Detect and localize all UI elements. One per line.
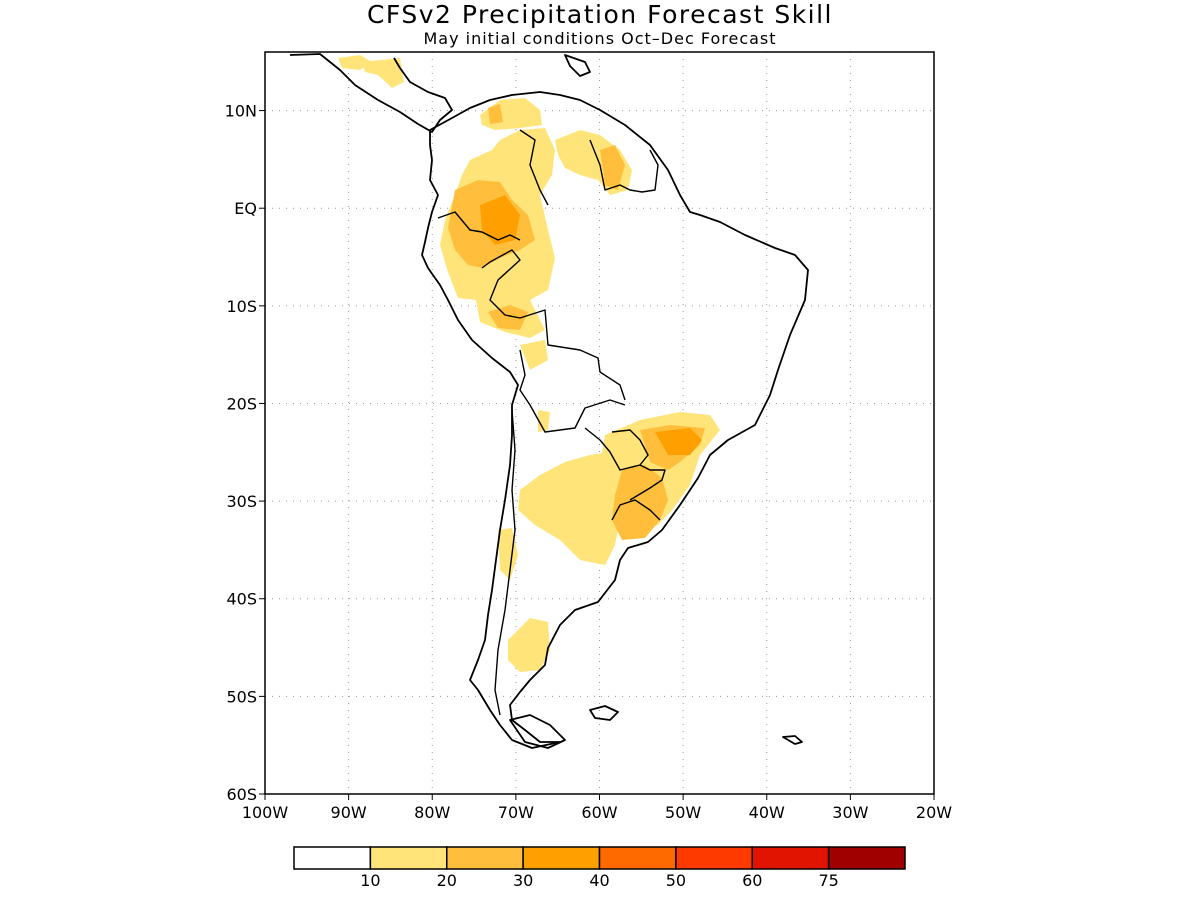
skill-region-chile-central (498, 528, 518, 580)
lat-tick-label: 10N (225, 102, 257, 121)
tierra-del-fuego-coastline (509, 714, 566, 749)
border-colombia-venezuela (519, 129, 549, 206)
falklands-coastline (589, 705, 619, 721)
lon-tick-label: 20W (916, 803, 952, 822)
skill-region-mexico (362, 58, 404, 88)
lon-tick-label: 40W (749, 803, 785, 822)
border-colombia-ecuador-peru (437, 211, 521, 241)
legend-label: 60 (742, 871, 762, 890)
skill-region-amazon-core (480, 195, 520, 245)
legend-label: 10 (360, 871, 380, 890)
legend-swatch (751, 846, 830, 870)
lat-tick-label: 40S (226, 590, 257, 609)
skill-region-patagonia (508, 618, 550, 672)
border-peru-brazil (481, 249, 521, 319)
lon-tick-label: 70W (498, 803, 534, 822)
lon-tick-label: 90W (331, 803, 367, 822)
legend-swatch (446, 846, 524, 870)
map-subtitle: May initial conditions Oct–Dec Forecast (423, 29, 777, 48)
legend-swatch (522, 846, 601, 870)
lat-tick-label: 10S (226, 297, 257, 316)
legend-label: 40 (589, 871, 609, 890)
skill-region-chaco (518, 452, 632, 565)
lon-tick-label: 30W (832, 803, 868, 822)
lon-tick-label: 80W (414, 803, 450, 822)
south-georgia-coastline (782, 735, 803, 745)
border-guianas (589, 139, 659, 193)
skill-contours-30-40 (480, 195, 702, 455)
legend-label: 20 (437, 871, 457, 890)
skill-region-peru-north (488, 305, 528, 330)
lon-tick-label: 50W (665, 803, 701, 822)
legend-swatch (598, 846, 677, 870)
cuba-coastline (564, 54, 591, 77)
longitude-labels: 100W 90W 80W 70W 60W 50W 40W 30W 20W (242, 794, 952, 822)
legend-label: 75 (818, 871, 838, 890)
lat-tick-label: EQ (234, 199, 257, 218)
legend-swatch (827, 846, 906, 870)
country-borders (437, 129, 666, 716)
border-argentina-uruguay (611, 499, 661, 521)
south-america-coastline (421, 91, 809, 749)
map-area (338, 55, 720, 672)
lat-tick-label: 20S (226, 394, 257, 413)
lat-tick-label: 30S (226, 492, 257, 511)
skill-region-venezuela (600, 145, 625, 190)
lon-tick-label: 100W (242, 803, 289, 822)
skill-contours-10-20 (338, 55, 720, 672)
lon-tick-label: 60W (581, 803, 617, 822)
map-title: CFSv2 Precipitation Forecast Skill (366, 0, 834, 29)
legend-swatch (293, 846, 372, 870)
skill-region-bolivia (520, 340, 548, 370)
border-brazil-bolivia (519, 309, 626, 401)
latitude-labels: 10N EQ 10S 20S 30S 40S 50S 60S (225, 102, 265, 804)
skill-region-caribbean (488, 104, 503, 124)
border-chile-argentina (494, 409, 516, 716)
lat-tick-label: 60S (226, 785, 257, 804)
legend-label: 50 (666, 871, 686, 890)
legend-swatch (369, 846, 448, 870)
coastlines (289, 53, 809, 749)
central-america-coastline (289, 53, 453, 133)
skill-region-andes-central (538, 410, 550, 432)
border-argentina-brazil (629, 464, 666, 501)
lat-tick-label: 50S (226, 687, 257, 706)
legend-label: 30 (513, 871, 533, 890)
color-legend: 10 20 30 40 50 60 75 (293, 846, 906, 890)
legend-swatch (675, 846, 753, 870)
skill-region-parana (655, 428, 702, 455)
border-bolivia-paraguay-argentina (519, 349, 626, 433)
